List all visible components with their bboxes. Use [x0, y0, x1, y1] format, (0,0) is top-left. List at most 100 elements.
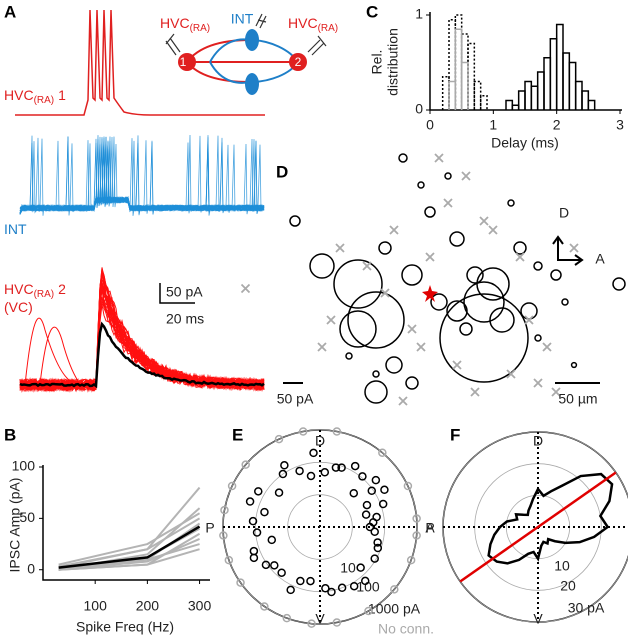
hist-bar	[568, 61, 577, 110]
hist-bar	[581, 90, 590, 110]
cell	[289, 53, 307, 71]
connection	[209, 38, 299, 84]
label-main: HVC	[4, 87, 34, 103]
series-line	[58, 512, 201, 566]
pipette	[307, 35, 327, 56]
series-line	[58, 525, 201, 569]
polar-point	[270, 561, 279, 570]
no-conn-point	[219, 531, 228, 540]
y-tick-label: 0	[415, 101, 423, 117]
hist-bar	[460, 33, 469, 110]
x-tick-label: 3	[616, 117, 624, 133]
trace	[19, 289, 265, 392]
series-line	[58, 532, 201, 571]
reference-cell	[422, 285, 438, 302]
compass-label: D	[559, 205, 569, 221]
fit-axis	[459, 471, 617, 583]
scatter-circle	[345, 352, 353, 360]
int-label: INT	[231, 11, 254, 27]
polar-point	[331, 463, 341, 472]
trace-label: HVC(RA) 2 (VC)	[4, 281, 66, 315]
no-conn-point	[227, 481, 237, 491]
hist-bar	[479, 95, 488, 110]
polar-point	[373, 543, 383, 553]
scatter-circle	[378, 241, 392, 255]
polar-point	[367, 486, 377, 496]
polar-point	[361, 510, 371, 519]
polar-point	[370, 527, 379, 537]
trace	[19, 296, 265, 392]
mean-trace	[19, 321, 265, 389]
trace	[19, 296, 265, 392]
scatter-circle	[347, 291, 405, 349]
polar-point	[373, 538, 382, 547]
axes	[42, 465, 210, 581]
scale-label: 50 µm	[558, 391, 597, 407]
polar-point	[248, 516, 258, 526]
no-conn-point	[260, 602, 269, 611]
scatter-cross	[317, 342, 327, 352]
trace	[19, 281, 265, 392]
panel-letter: B	[4, 425, 16, 444]
no-conn-point	[403, 481, 413, 491]
scatter-circle	[339, 310, 377, 348]
scale-label: 20 ms	[166, 311, 204, 327]
hist-bar	[454, 28, 463, 110]
trace	[19, 300, 265, 393]
ring-label: 10	[554, 558, 570, 574]
scatter-circle	[489, 307, 515, 333]
trace-label: INT	[4, 221, 27, 237]
label-line2: (VC)	[4, 299, 33, 315]
hist-bar	[467, 42, 476, 110]
scatter-circle	[459, 322, 473, 336]
scatter-circle	[533, 261, 543, 271]
scatter-circle	[466, 266, 484, 284]
hist-bar	[574, 80, 583, 110]
trace	[19, 302, 265, 393]
panel-letter: A	[4, 2, 16, 21]
polar-point	[337, 463, 346, 472]
trace	[19, 270, 265, 393]
hist-bar	[530, 85, 539, 110]
hist-bar	[448, 19, 457, 110]
trace	[19, 282, 265, 391]
y-tick-label: 1	[415, 6, 423, 22]
ring-label: 20	[560, 578, 576, 594]
polar-point	[267, 535, 277, 545]
scatter-circle	[398, 153, 408, 163]
panel-letter: C	[366, 2, 378, 21]
y-tick-label: 0	[27, 560, 35, 576]
scatter-circle	[401, 264, 423, 286]
label-main: HVC	[288, 15, 318, 31]
trace	[19, 285, 265, 393]
direction-label: V	[533, 611, 543, 627]
hist-bar	[555, 23, 564, 110]
trace-label: HVC(RA)	[288, 15, 338, 34]
polar-point	[278, 469, 288, 479]
schematic	[165, 13, 327, 95]
scatter-cross	[380, 288, 390, 298]
polar-point	[320, 468, 330, 477]
hist-bar	[562, 52, 571, 110]
trace	[15, 9, 265, 116]
x-tick-label: 2	[553, 117, 561, 133]
series-line	[58, 537, 200, 571]
polar-point	[358, 472, 367, 481]
polar-point	[380, 485, 389, 495]
scatter-circle	[385, 356, 403, 374]
ring-label: 1000 pA	[368, 601, 421, 617]
direction-label: D	[315, 433, 325, 449]
polar-point	[321, 584, 330, 593]
label-main: HVC	[160, 15, 190, 31]
no-conn-point	[307, 619, 316, 628]
polar-point	[349, 488, 359, 498]
polar-point	[274, 488, 284, 497]
scatter-circle	[507, 199, 515, 207]
trace	[19, 285, 265, 393]
scatter-cross	[335, 243, 345, 253]
scatter-circle	[430, 293, 448, 311]
label-sub: (RA)	[34, 95, 55, 106]
label-sub: (RA)	[318, 23, 339, 34]
trace	[19, 268, 265, 393]
cell-label: 1	[180, 55, 187, 69]
